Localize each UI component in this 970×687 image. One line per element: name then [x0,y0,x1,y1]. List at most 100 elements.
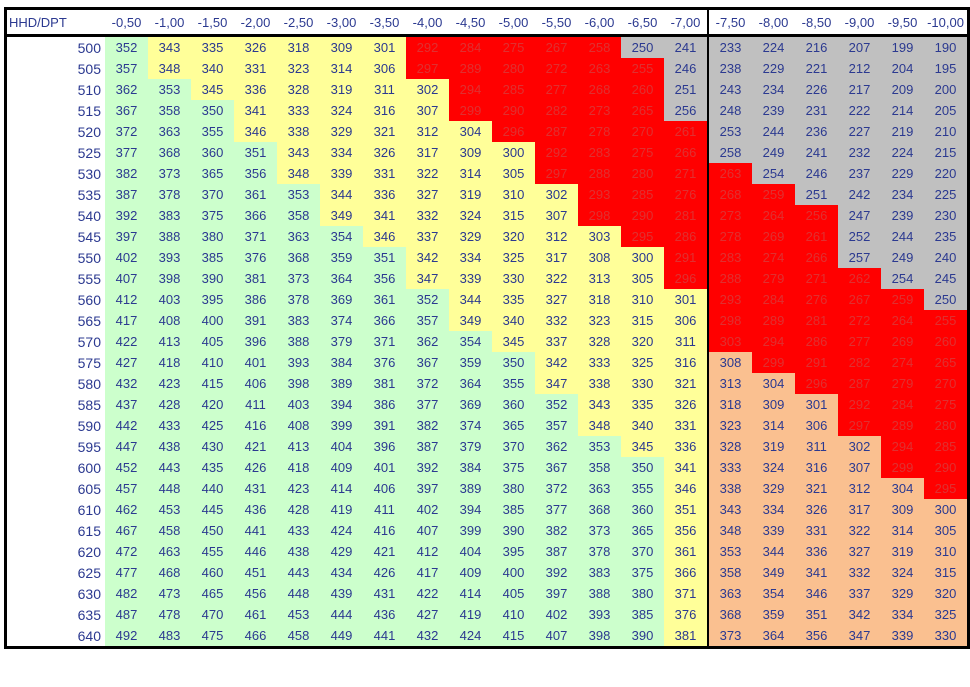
value-cell: 337 [838,583,881,604]
table-row: 600 452 443 435 426 418 409 401 392 384 375 367 358 3… [6,457,969,478]
value-cell: 329 [449,226,492,247]
value-cell: 237 [838,163,881,184]
value-cell: 291 [664,247,708,268]
value-cell: 411 [234,394,277,415]
value-cell: 379 [449,436,492,457]
value-cell: 371 [664,583,708,604]
value-cell: 340 [191,58,234,79]
value-cell: 374 [320,310,363,331]
value-cell: 381 [234,268,277,289]
value-cell: 414 [320,478,363,499]
value-cell: 406 [234,373,277,394]
value-cell: 300 [492,142,535,163]
value-cell: 326 [234,35,277,58]
value-cell: 366 [363,310,406,331]
value-cell: 373 [578,520,621,541]
row-label: 600 [77,459,101,476]
value-cell: 409 [320,457,363,478]
value-cell: 348 [277,163,320,184]
value-cell: 375 [191,205,234,226]
value-cell: 240 [924,247,969,268]
value-cell: 376 [363,352,406,373]
value-cell: 432 [406,625,449,648]
value-cell: 313 [578,268,621,289]
value-cell: 353 [578,436,621,457]
value-cell: 242 [838,184,881,205]
value-cell: 290 [924,457,969,478]
table-row: 550 402 393 385 376 368 359 351 342 334 325 317 308 3… [6,247,969,268]
value-cell: 360 [191,142,234,163]
value-cell: 305 [621,268,664,289]
value-cell: 438 [148,436,191,457]
column-header: -3,00 [320,8,363,37]
value-cell: 351 [664,499,708,520]
value-cell: 426 [234,457,277,478]
row-label: 615 [77,522,101,539]
value-cell: 344 [449,289,492,310]
row-label: 605 [77,480,101,497]
value-cell: 348 [578,415,621,436]
value-cell: 326 [795,499,838,520]
value-cell: 282 [535,100,578,121]
value-cell: 436 [234,499,277,520]
value-cell: 241 [795,142,838,163]
value-cell: 266 [664,142,708,163]
value-cell: 339 [752,520,795,541]
value-cell: 326 [664,394,708,415]
value-cell: 288 [578,163,621,184]
table-row: 635 487 478 470 461 453 444 436 427 419 410 402 393 3… [6,604,969,625]
value-cell: 341 [363,205,406,226]
value-cell: 315 [621,310,664,331]
value-cell: 475 [191,625,234,648]
value-cell: 328 [707,436,752,457]
value-cell: 312 [535,226,578,247]
column-header: -1,50 [191,8,234,37]
value-cell: 443 [277,562,320,583]
column-header: -1,00 [148,8,191,37]
value-cell: 386 [234,289,277,310]
value-cell: 337 [535,331,578,352]
value-cell: 283 [707,247,752,268]
value-cell: 275 [924,394,969,415]
value-cell: 413 [148,331,191,352]
value-cell: 437 [105,394,148,415]
value-cell: 236 [795,121,838,142]
value-cell: 364 [320,268,363,289]
row-label: 595 [77,438,101,455]
value-cell: 338 [277,121,320,142]
value-cell: 443 [148,457,191,478]
value-cell: 439 [320,583,363,604]
value-cell: 304 [752,373,795,394]
value-cell: 458 [277,625,320,648]
value-cell: 398 [277,373,320,394]
value-cell: 319 [320,79,363,100]
value-cell: 402 [105,247,148,268]
value-cell: 402 [406,499,449,520]
table-row: 595 447 438 430 421 413 404 396 387 379 370 362 353 3… [6,436,969,457]
value-cell: 377 [406,394,449,415]
value-cell: 239 [881,205,924,226]
value-cell: 425 [191,415,234,436]
value-cell: 477 [105,562,148,583]
table-head: HHD/DPT -0,50 -1,00 -1,50 -2,00 -2,50 -3,00 -3… [5,8,969,37]
value-cell: 346 [363,226,406,247]
value-cell: 346 [664,478,708,499]
value-cell: 381 [363,373,406,394]
value-cell: 452 [105,457,148,478]
value-cell: 320 [621,331,664,352]
value-cell: 299 [881,457,924,478]
corner-header: HHD/DPT [5,8,105,37]
column-header: -7,00 [664,8,708,37]
value-cell: 438 [277,541,320,562]
value-cell: 296 [492,121,535,142]
table-row: 510 362 353 345 336 328 319 311 302 294 285 277 268 2… [6,79,969,100]
value-cell: 257 [838,247,881,268]
value-cell: 405 [191,331,234,352]
value-cell: 330 [621,373,664,394]
value-cell: 428 [148,394,191,415]
value-cell: 277 [838,331,881,352]
value-cell: 253 [707,121,752,142]
value-cell: 261 [795,226,838,247]
value-cell: 460 [191,562,234,583]
value-cell: 288 [707,268,752,289]
